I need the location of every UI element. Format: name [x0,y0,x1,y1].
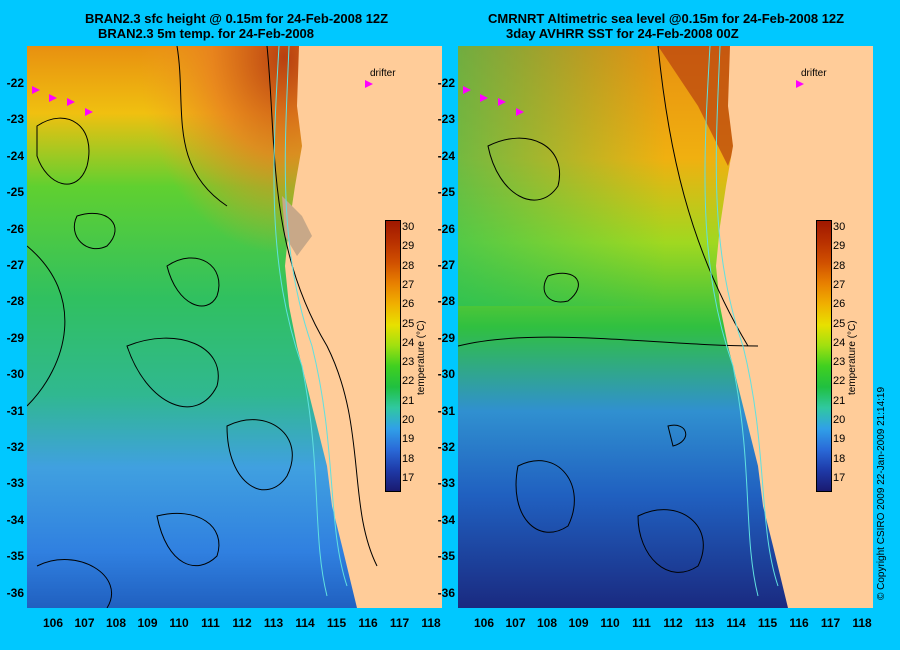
left-colorbar-tick: 22 [402,375,415,388]
left-drifter-label: drifter [370,68,396,79]
right-lat-tick: -29 [437,330,455,345]
left-lon-tick: 110 [169,616,189,630]
right-colorbar-label: temperature (°C) [847,320,858,395]
right-lon-tick: 114 [726,616,746,630]
right-colorbar-tick: 22 [833,375,846,388]
left-lon-tick: 108 [105,616,127,630]
right-lon-tick: 109 [568,616,589,630]
left-lon-tick: 113 [263,616,284,630]
right-colorbar-tick: 24 [833,336,846,349]
right-colorbar [816,220,832,492]
right-lon-tick: 117 [820,616,841,630]
right-lat-tick: -27 [437,258,455,272]
left-lon-tick: 114 [295,616,315,630]
right-colorbar-tick: 21 [833,394,846,407]
left-lat-tick: -22 [6,76,24,90]
right-lon-tick: 110 [600,616,620,630]
left-lat-tick: -33 [6,476,24,491]
left-lat-tick: -36 [6,585,24,600]
left-lat-tick: -30 [6,367,24,382]
left-colorbar-tick: 29 [402,240,415,253]
left-lat-tick: -34 [6,512,24,527]
right-colorbar-tick: 18 [833,452,846,465]
left-lat-tick: -26 [6,221,24,236]
left-colorbar-tick: 27 [402,278,415,291]
left-map-panel[interactable] [27,46,442,608]
left-colorbar-tick: 30 [402,221,415,233]
left-colorbar-tick: 20 [402,414,415,426]
right-drifter-label: drifter [801,68,827,79]
left-colorbar-label: temperature (°C) [416,320,427,395]
left-lat-tick: -27 [6,258,24,272]
left-colorbar-tick: 19 [402,433,415,446]
right-lat-tick: -22 [437,76,455,90]
left-lon-tick: 111 [201,616,220,630]
right-colorbar-tick: 25 [833,317,846,330]
right-colorbar-tick: 30 [833,221,846,233]
right-lon-tick: 111 [632,616,651,630]
left-title-line1: BRAN2.3 sfc height @ 0.15m for 24-Feb-20… [85,11,389,26]
right-lon-tick: 116 [789,616,809,630]
right-lon-tick: 115 [757,616,778,630]
left-title-line2: BRAN2.3 5m temp. for 24-Feb-2008 [98,26,315,41]
right-lon-tick: 118 [852,616,872,630]
right-lat-tick: -31 [437,403,455,418]
right-lat-tick: -23 [437,112,455,127]
right-lon-tick: 112 [663,616,683,630]
right-colorbar-tick: 27 [833,278,846,291]
right-lat-tick: -36 [437,585,455,600]
left-lon-tick: 109 [137,616,158,630]
left-lon-tick: 112 [232,616,252,630]
right-lat-tick: -26 [437,221,455,236]
right-title-line2: 3day AVHRR SST for 24-Feb-2008 00Z [506,26,739,41]
left-lat-tick: -31 [6,403,24,418]
right-lon-tick: 113 [694,616,715,630]
right-colorbar-tick: 26 [833,298,846,311]
left-lat-tick: -35 [6,549,24,564]
left-colorbar-tick: 18 [402,452,415,465]
right-colorbar-tick: 28 [833,259,846,272]
right-lat-tick: -33 [437,476,455,491]
left-lat-tick: -23 [6,112,24,127]
left-colorbar-tick: 21 [402,394,415,407]
right-colorbar-tick: 19 [833,433,846,446]
right-lat-tick: -30 [437,367,455,382]
left-colorbar-tick: 24 [402,336,415,349]
left-lon-tick: 117 [389,616,410,630]
left-colorbar-tick: 23 [402,356,415,369]
right-lat-tick: -32 [437,440,455,454]
left-lat-tick: -25 [6,185,24,200]
left-lon-tick: 107 [74,616,95,630]
left-colorbar [385,220,401,492]
left-lon-tick: 115 [326,616,347,630]
left-colorbar-tick: 28 [402,259,415,272]
left-colorbar-tick: 25 [402,317,415,330]
left-lat-tick: -28 [6,294,24,309]
left-lat-tick: -24 [6,148,24,163]
right-lon-tick: 106 [473,616,495,630]
right-lat-tick: -28 [437,294,455,309]
left-lon-tick: 116 [358,616,378,630]
right-lat-tick: -24 [437,148,455,163]
right-colorbar-tick: 17 [833,471,846,484]
right-colorbar-tick: 23 [833,356,846,369]
right-lat-tick: -25 [437,185,455,200]
left-colorbar-tick: 26 [402,298,415,311]
right-lat-tick: -34 [437,512,455,527]
right-colorbar-tick: 20 [833,414,846,426]
copyright-text: © Copyright CSIRO 2009 22-Jan-2009 21:14… [876,386,887,600]
left-lat-tick: -32 [6,440,24,454]
left-lon-tick: 118 [421,616,441,630]
left-lon-tick: 106 [42,616,64,630]
left-lat-tick: -29 [6,330,24,345]
right-map-panel[interactable] [458,46,873,608]
right-colorbar-tick: 29 [833,240,846,253]
right-lat-tick: -35 [437,549,455,564]
right-title-line1: CMRNRT Altimetric sea level @0.15m for 2… [488,11,845,26]
right-lon-tick: 108 [536,616,558,630]
left-colorbar-tick: 17 [402,471,415,484]
right-lon-tick: 107 [505,616,526,630]
